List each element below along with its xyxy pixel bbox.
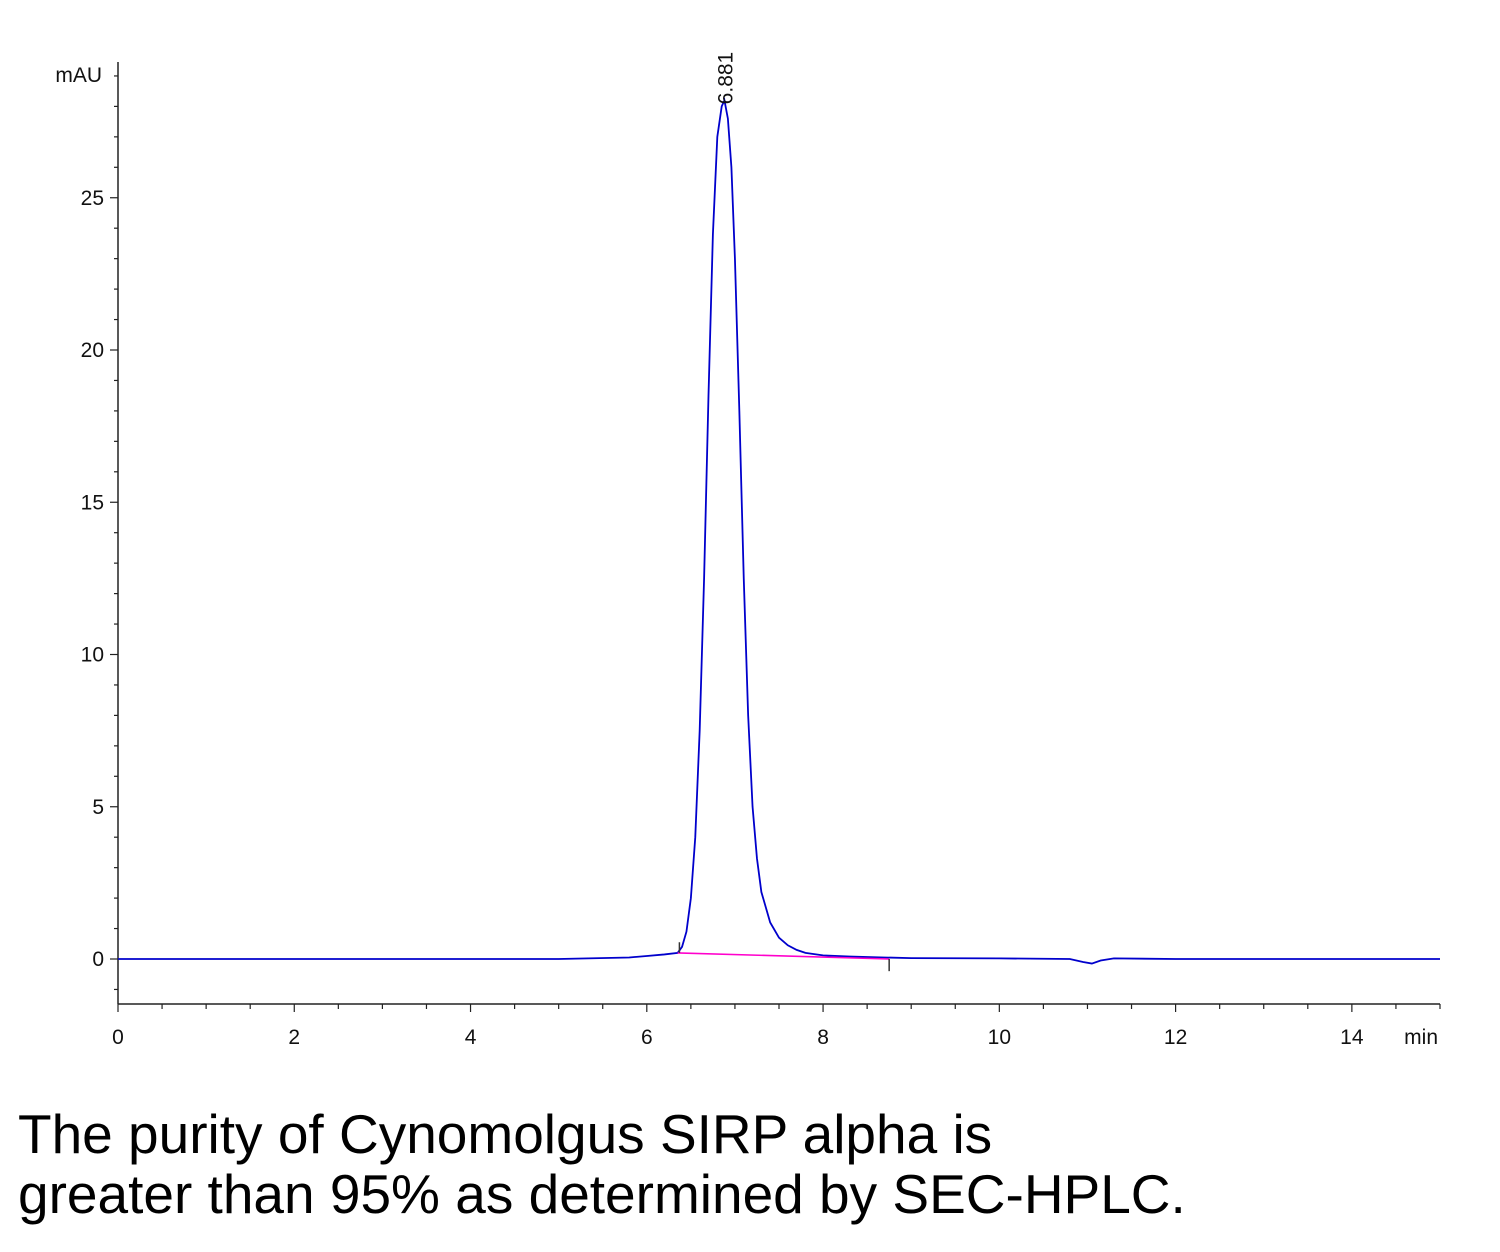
chromatogram-trace <box>118 97 1440 965</box>
caption-line-2: greater than 95% as determined by SEC-HP… <box>18 1163 1186 1225</box>
y-tick-label: 20 <box>81 339 104 362</box>
x-tick-label: 10 <box>988 1026 1011 1049</box>
x-tick-label: 6 <box>641 1026 653 1049</box>
y-tick-label: 0 <box>92 948 104 971</box>
x-tick-label: 0 <box>112 1026 124 1049</box>
baseline-trace <box>677 952 890 960</box>
peak-label: 6.881 <box>714 52 737 105</box>
x-axis-title: min <box>1404 1026 1438 1049</box>
x-tick-label: 2 <box>288 1026 300 1049</box>
y-axis-title: mAU <box>55 64 102 87</box>
x-tick-label: 4 <box>465 1026 477 1049</box>
caption: The purity of Cynomolgus SIRP alpha is g… <box>18 1104 1478 1224</box>
x-tick-label: 8 <box>817 1026 829 1049</box>
x-tick-label: 12 <box>1164 1026 1187 1049</box>
y-tick-label: 25 <box>81 187 104 210</box>
y-tick-label: 10 <box>81 644 104 667</box>
y-tick-label: 15 <box>81 491 104 514</box>
x-tick-label: 14 <box>1340 1026 1364 1049</box>
caption-line-1: The purity of Cynomolgus SIRP alpha is <box>18 1103 993 1165</box>
chromatogram-chart: 0 5 10 15 20 25 0 2 4 6 8 10 12 14 mAU min 6.881 <box>55 52 1441 1049</box>
y-tick-label: 5 <box>92 796 104 819</box>
